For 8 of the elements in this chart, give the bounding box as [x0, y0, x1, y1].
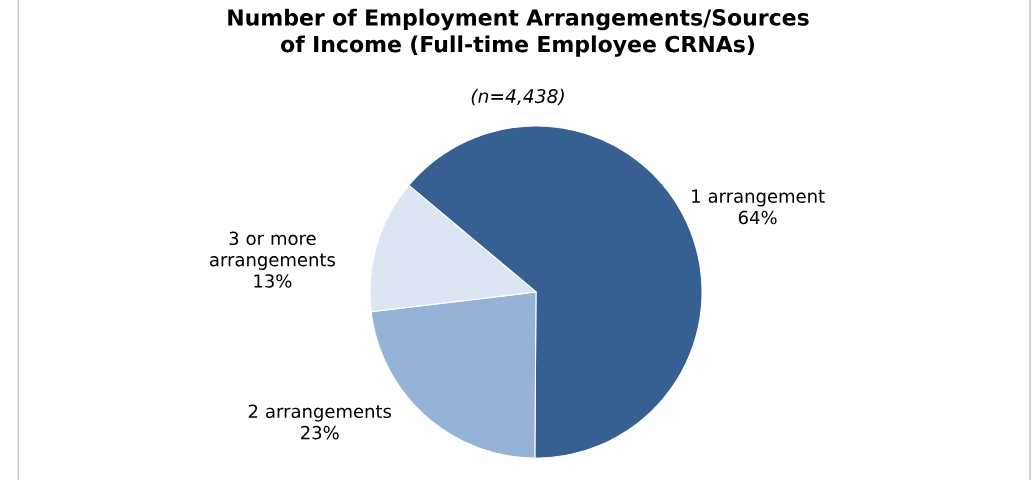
slice-label: 2 arrangements: [248, 404, 392, 422]
data-label: 64%: [738, 210, 777, 225]
slice-label: 3 or more arrangements: [210, 231, 335, 270]
chart-title: Number of Employment Arrangements/Sources of Income (Full-time Employee CRNAs): [228, 8, 809, 57]
data-label: 23%: [301, 425, 339, 440]
data-label: 13%: [254, 274, 292, 288]
slice-label: 1 arrangement: [692, 189, 825, 207]
chart-subtitle: (n=4,438): [471, 88, 564, 106]
